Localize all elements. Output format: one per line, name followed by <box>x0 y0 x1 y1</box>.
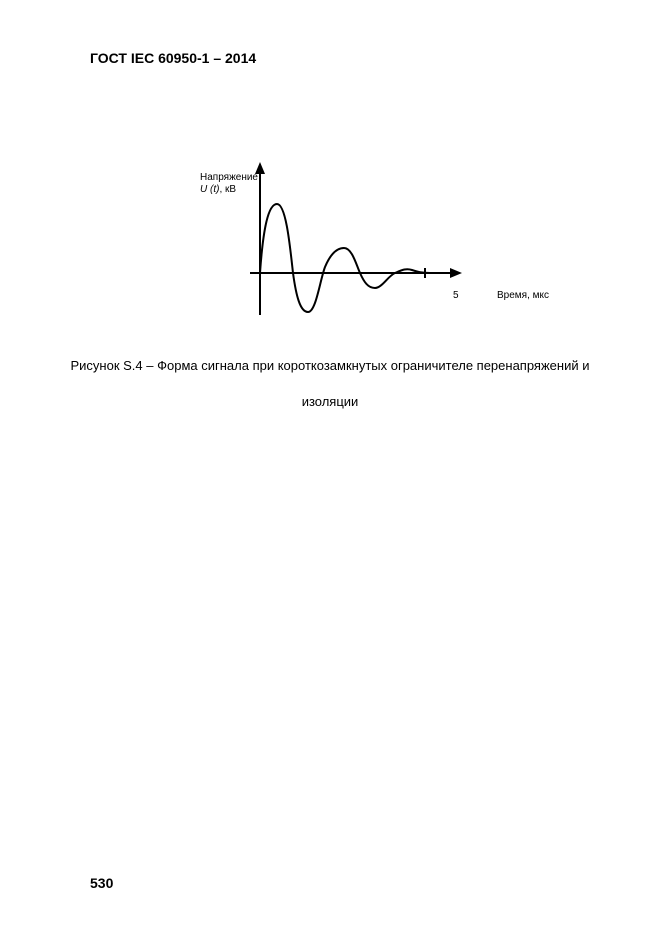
x-tick-label: 5 <box>453 290 459 301</box>
y-axis-label-line1: Напряжение <box>200 172 258 183</box>
y-axis-label-italic: U (t) <box>200 184 219 195</box>
y-axis-label-unit: , кВ <box>219 184 236 195</box>
document-header: ГОСТ IEC 60950-1 – 2014 <box>90 50 256 66</box>
x-axis-arrow <box>450 268 462 278</box>
x-axis-label: Время, мкс <box>497 290 549 301</box>
waveform-path <box>260 204 430 312</box>
figure-caption: Рисунок S.4 – Форма сигнала при короткоз… <box>70 348 590 421</box>
y-axis-label: Напряжение U (t), кВ <box>200 172 258 196</box>
page-number: 530 <box>90 875 113 891</box>
page: ГОСТ IEC 60950-1 – 2014 Напряжение U (t)… <box>0 0 661 935</box>
